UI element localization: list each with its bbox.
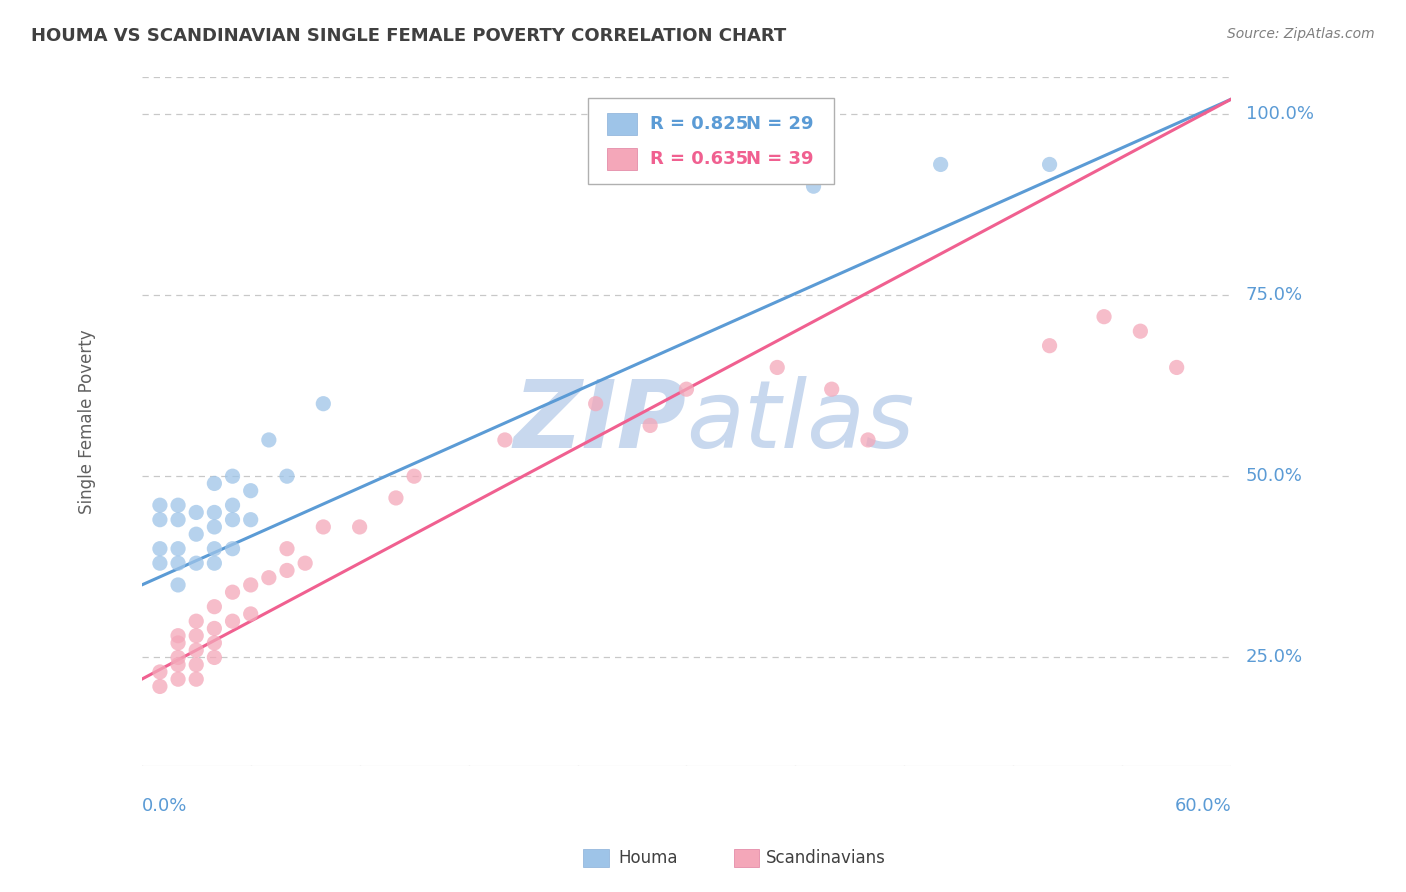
Point (167, 672, 190, 686)
Point (186, 614, 208, 628)
Point (929, 157, 952, 171)
Point (167, 636, 190, 650)
Point (276, 469, 298, 483)
Point (221, 513, 243, 527)
Point (1038, 157, 1060, 171)
Bar (607, 112, 637, 135)
Point (202, 520, 225, 534)
Point (167, 578, 190, 592)
Text: Source: ZipAtlas.com: Source: ZipAtlas.com (1227, 27, 1375, 41)
Point (202, 505, 225, 519)
Point (221, 614, 243, 628)
Point (349, 520, 371, 534)
Point (494, 433, 516, 447)
Point (221, 498, 243, 512)
Point (149, 665, 172, 679)
Bar (583, 849, 609, 867)
Point (167, 650, 190, 665)
Point (312, 397, 335, 411)
Text: 75.0%: 75.0% (1246, 286, 1303, 304)
Point (202, 622, 225, 636)
Point (167, 513, 190, 527)
Point (186, 556, 208, 570)
Text: R = 0.825: R = 0.825 (651, 114, 749, 133)
Point (276, 541, 298, 556)
Point (186, 505, 208, 519)
Point (294, 556, 316, 570)
Point (803, 179, 825, 194)
Point (675, 382, 697, 396)
Point (202, 476, 225, 491)
Point (149, 498, 172, 512)
Point (202, 636, 225, 650)
Point (239, 513, 262, 527)
Text: Scandinavians: Scandinavians (766, 849, 886, 867)
Text: 60.0%: 60.0% (1174, 797, 1232, 814)
Point (221, 541, 243, 556)
Point (149, 513, 172, 527)
Text: Single Female Poverty: Single Female Poverty (79, 329, 96, 514)
Point (239, 578, 262, 592)
Point (766, 360, 789, 375)
Point (239, 483, 262, 498)
Point (186, 657, 208, 672)
Point (202, 650, 225, 665)
Point (257, 571, 280, 585)
Point (186, 643, 208, 657)
Text: N = 29: N = 29 (747, 114, 814, 133)
Point (585, 397, 607, 411)
Point (221, 585, 243, 599)
Point (186, 629, 208, 643)
Point (167, 629, 190, 643)
Point (257, 433, 280, 447)
Point (276, 564, 298, 578)
Point (167, 657, 190, 672)
Point (202, 556, 225, 570)
Point (149, 541, 172, 556)
Point (167, 556, 190, 570)
Text: ZIP: ZIP (513, 376, 686, 467)
Point (202, 541, 225, 556)
Point (856, 433, 879, 447)
Text: R = 0.635: R = 0.635 (651, 151, 748, 169)
Point (1092, 310, 1115, 324)
Text: Houma: Houma (619, 849, 678, 867)
Point (821, 382, 844, 396)
Bar (607, 148, 637, 170)
Point (404, 469, 426, 483)
FancyBboxPatch shape (588, 98, 834, 184)
Text: 100.0%: 100.0% (1246, 104, 1313, 123)
Point (239, 607, 262, 621)
Point (186, 527, 208, 541)
Text: HOUMA VS SCANDINAVIAN SINGLE FEMALE POVERTY CORRELATION CHART: HOUMA VS SCANDINAVIAN SINGLE FEMALE POVE… (31, 27, 786, 45)
Text: atlas: atlas (686, 376, 915, 467)
Text: 0.0%: 0.0% (142, 797, 187, 814)
Point (312, 520, 335, 534)
Bar (734, 849, 759, 867)
Text: 50.0%: 50.0% (1246, 467, 1302, 485)
Point (202, 599, 225, 614)
Point (385, 491, 408, 505)
Point (1038, 339, 1060, 353)
Point (221, 469, 243, 483)
Text: 25.0%: 25.0% (1246, 648, 1303, 666)
Point (186, 672, 208, 686)
Point (167, 498, 190, 512)
Text: N = 39: N = 39 (747, 151, 814, 169)
Point (149, 680, 172, 694)
Point (638, 418, 661, 433)
Point (1129, 324, 1152, 338)
Point (149, 556, 172, 570)
Point (1166, 360, 1188, 375)
Point (167, 541, 190, 556)
